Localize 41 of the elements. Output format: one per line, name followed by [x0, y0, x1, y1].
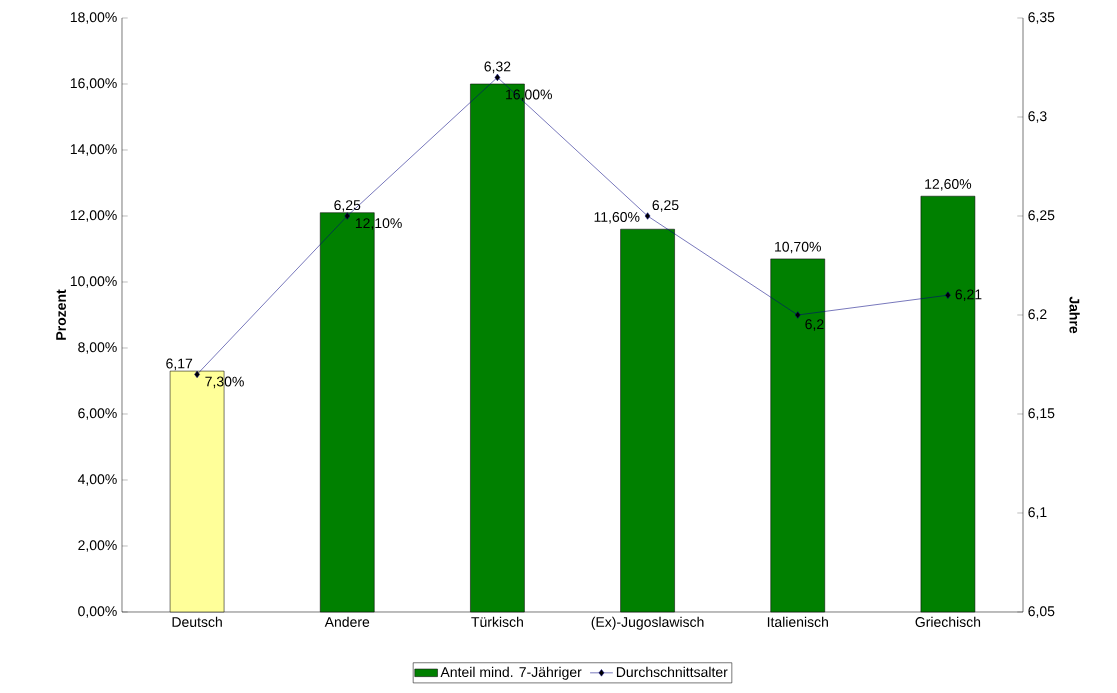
y-tick-label: 14,00%: [70, 144, 117, 156]
y-tick-label: 8,00%: [78, 342, 117, 354]
x-tick-label: Türkisch: [471, 616, 523, 627]
x-tick-label: Andere: [324, 616, 370, 627]
y2-axis-title: Jahre: [1069, 296, 1080, 334]
y-tick-label: 0,00%: [78, 606, 117, 618]
y-tick-label: 10,00%: [70, 276, 117, 288]
y2-tick-label: 6,15: [1028, 408, 1055, 420]
y-tick-label: 12,00%: [70, 210, 117, 222]
y-tick-label: 4,00%: [77, 474, 117, 486]
data-label: 11,60%: [594, 212, 640, 224]
y2-tick-label: 6,1: [1028, 507, 1047, 519]
y-axis-title: Prozent: [56, 289, 66, 340]
x-tick-label: Griechisch: [915, 616, 981, 627]
legend-label: Durchschnittsalter: [616, 666, 728, 678]
y-tick-label: 16,00%: [70, 78, 117, 90]
y2-tick-label: 6,3: [1028, 111, 1047, 123]
y2-tick-label: 6,35: [1028, 12, 1055, 24]
y-tick-label: 18,00%: [70, 12, 117, 24]
data-label: 12,60%: [925, 179, 972, 191]
data-label: 6,32: [484, 61, 511, 74]
point: [945, 291, 951, 299]
point: [344, 212, 351, 220]
data-label: 10,70%: [775, 241, 821, 254]
point: [644, 212, 651, 220]
data-label: 6,2: [805, 319, 824, 331]
data-label: 6,25: [334, 200, 361, 212]
y2-tick-label: 6,2: [1028, 309, 1047, 321]
x-tick-label: Italienisch: [767, 616, 828, 627]
point: [194, 370, 200, 378]
legend-label: Anteil mind. 7-Jähriger: [440, 666, 582, 680]
y-tick-label: 2,00%: [78, 540, 117, 552]
data-label: 6,17: [166, 358, 193, 371]
y2-tick-label: 6,05: [1028, 606, 1055, 618]
point: [794, 311, 801, 319]
x-tick-label: Deutsch: [172, 616, 222, 627]
data-label: 6,25: [652, 200, 679, 212]
x-tick-label: (Ex)-Jugoslawisch: [591, 616, 704, 630]
data-label: 7,30%: [205, 376, 244, 389]
y2-tick-label: 6,25: [1028, 210, 1055, 222]
y-tick-label: 6,00%: [78, 408, 117, 420]
